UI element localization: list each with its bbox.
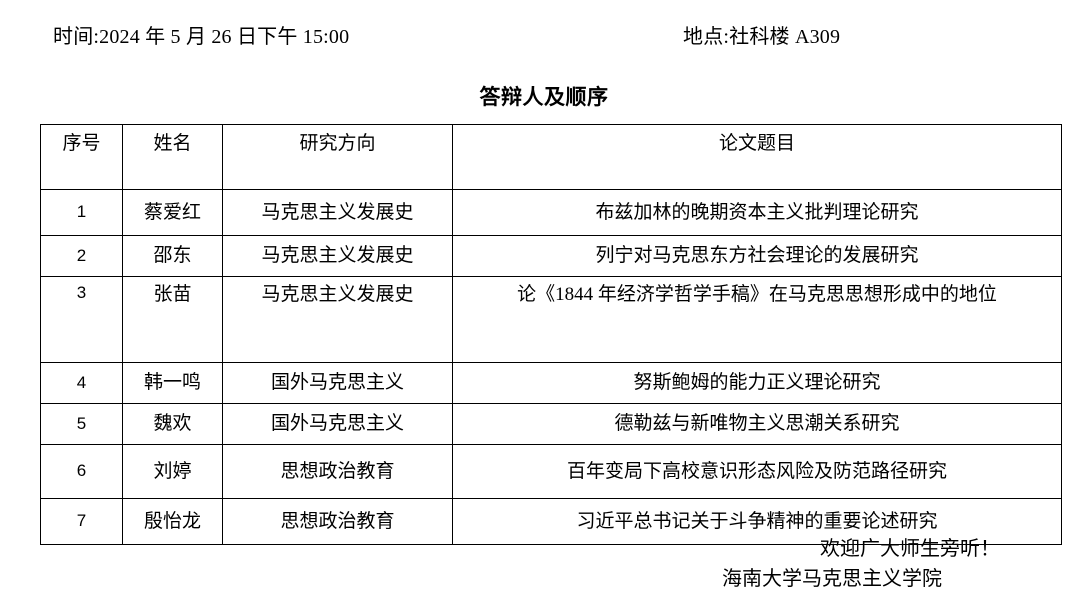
table-row: 1 蔡爱红 马克思主义发展史 布兹加林的晚期资本主义批判理论研究	[40, 189, 1062, 236]
cell-name: 蔡爱红	[122, 189, 223, 236]
cell-name: 魏欢	[122, 403, 223, 445]
cell-no: 4	[40, 362, 123, 404]
agenda-table-wrapper: 序号 姓名 研究方向 论文题目 1 蔡爱红 马克思主义发展史 布兹加林的晚期资本…	[40, 124, 1062, 545]
cell-no: 1	[40, 189, 123, 236]
cell-field: 马克思主义发展史	[222, 235, 453, 277]
cell-no: 3	[40, 276, 123, 363]
table-row: 6 刘婷 思想政治教育 百年变局下高校意识形态风险及防范路径研究	[40, 444, 1062, 499]
cell-field: 国外马克思主义	[222, 362, 453, 404]
cell-name: 张苗	[122, 276, 223, 363]
cell-topic: 论《1844 年经济学哲学手稿》在马克思思想形成中的地位	[452, 276, 1062, 363]
cell-name: 刘婷	[122, 444, 223, 499]
cell-field: 马克思主义发展史	[222, 276, 453, 363]
page-title: 答辩人及顺序	[479, 85, 609, 109]
table-row: 3 张苗 马克思主义发展史 论《1844 年经济学哲学手稿》在马克思思想形成中的…	[40, 276, 1062, 363]
defense-place: 地点:社科楼 A309	[683, 26, 841, 48]
footer-organization: 海南大学马克思主义学院	[722, 568, 942, 590]
table-row: 2 邵东 马克思主义发展史 列宁对马克思东方社会理论的发展研究	[40, 235, 1062, 277]
defense-time: 时间:2024 年 5 月 26 日下午 15:00	[53, 26, 350, 48]
cell-topic: 德勒兹与新唯物主义思潮关系研究	[452, 403, 1062, 445]
table-header-row: 序号 姓名 研究方向 论文题目	[40, 124, 1062, 190]
table-row: 5 魏欢 国外马克思主义 德勒兹与新唯物主义思潮关系研究	[40, 403, 1062, 445]
cell-field: 思想政治教育	[222, 444, 453, 499]
cell-field: 马克思主义发展史	[222, 189, 453, 236]
column-header-name: 姓名	[122, 124, 223, 190]
column-header-topic: 论文题目	[452, 124, 1062, 190]
cell-name: 邵东	[122, 235, 223, 277]
cell-no: 2	[40, 235, 123, 277]
cell-field: 国外马克思主义	[222, 403, 453, 445]
cell-topic: 百年变局下高校意识形态风险及防范路径研究	[452, 444, 1062, 499]
cell-name: 韩一鸣	[122, 362, 223, 404]
table-row: 4 韩一鸣 国外马克思主义 努斯鲍姆的能力正义理论研究	[40, 362, 1062, 404]
footer-block: 欢迎广大师生旁听！ 海南大学马克思主义学院	[0, 534, 1088, 594]
column-header-field: 研究方向	[222, 124, 453, 190]
cell-topic: 习近平总书记关于斗争精神的重要论述研究	[452, 498, 1062, 545]
agenda-table-body: 1 蔡爱红 马克思主义发展史 布兹加林的晚期资本主义批判理论研究 2 邵东 马克…	[40, 189, 1062, 545]
meta-row: 时间:2024 年 5 月 26 日下午 15:00 地点:社科楼 A309	[0, 22, 1088, 52]
cell-topic: 列宁对马克思东方社会理论的发展研究	[452, 235, 1062, 277]
cell-no: 6	[40, 444, 123, 499]
cell-no: 7	[40, 498, 123, 545]
table-row: 7 殷怡龙 思想政治教育 习近平总书记关于斗争精神的重要论述研究	[40, 498, 1062, 545]
column-header-no: 序号	[40, 124, 123, 190]
cell-topic: 努斯鲍姆的能力正义理论研究	[452, 362, 1062, 404]
cell-topic: 布兹加林的晚期资本主义批判理论研究	[452, 189, 1062, 236]
footer-welcome-note: 欢迎广大师生旁听！	[820, 538, 1000, 560]
agenda-table: 序号 姓名 研究方向 论文题目 1 蔡爱红 马克思主义发展史 布兹加林的晚期资本…	[40, 124, 1062, 545]
cell-no: 5	[40, 403, 123, 445]
